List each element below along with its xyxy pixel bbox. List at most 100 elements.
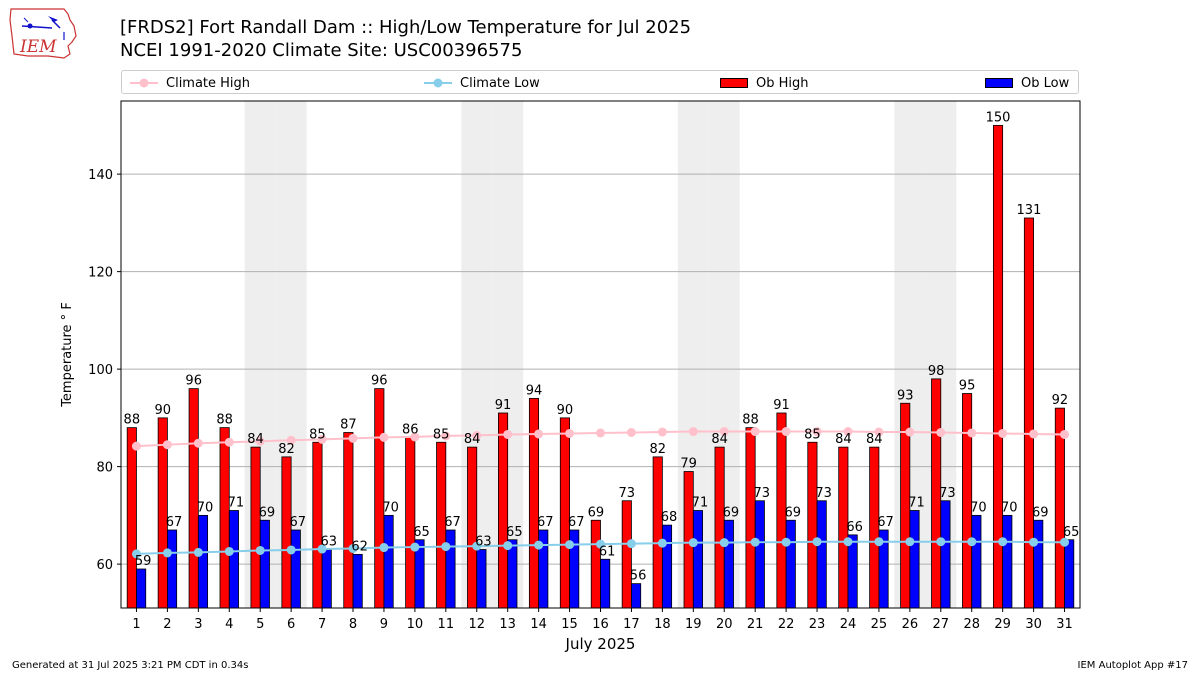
y-tick-label-100: 100: [88, 363, 113, 378]
label-ob-high-18: 82: [649, 442, 666, 457]
y-tick-label-120: 120: [88, 266, 113, 281]
climate-lines: [131, 427, 1070, 559]
label-ob-high-11: 85: [433, 427, 450, 442]
label-ob-high-8: 87: [340, 418, 357, 433]
x-tick-label-9: 9: [380, 617, 388, 632]
x-tick-label-14: 14: [530, 617, 547, 632]
bar-ob-low-13: [507, 539, 518, 609]
climate-low-point-25: [874, 537, 884, 547]
x-tick-label-23: 23: [809, 617, 826, 632]
bar-ob-low-26: [909, 510, 920, 609]
data-labels: 88 59 90 67 96 70 88 71 84 69 82 67 85 63 87 62 96 70 86 65…: [124, 110, 1080, 583]
label-ob-high-28: 95: [959, 379, 976, 394]
legend-item-ob-low: Ob Low: [985, 74, 1069, 92]
label-ob-low-26: 71: [908, 496, 925, 511]
x-tick-label-2: 2: [163, 617, 171, 632]
bar-ob-high-4: [219, 427, 230, 609]
y-tick-label-140: 140: [88, 168, 113, 183]
x-axis-label: July 2025: [565, 635, 636, 653]
legend-label-ob-high: Ob High: [756, 75, 809, 91]
label-ob-high-24: 84: [835, 432, 852, 447]
climate-low-point-28: [967, 537, 977, 547]
logo-text: IEM: [19, 37, 57, 57]
iem-logo: IEM: [8, 6, 80, 60]
climate-high-point-28: [967, 428, 977, 438]
label-ob-low-14: 67: [537, 515, 554, 530]
label-ob-low-28: 70: [970, 500, 987, 515]
label-ob-low-29: 70: [1001, 500, 1018, 515]
climate-high-point-3: [193, 438, 203, 448]
label-ob-high-4: 88: [216, 413, 233, 428]
label-ob-high-30: 131: [1017, 203, 1042, 218]
bar-ob-low-5: [259, 519, 270, 609]
label-ob-high-22: 91: [773, 398, 790, 413]
label-ob-low-11: 67: [444, 515, 461, 530]
bar-ob-low-6: [290, 529, 301, 609]
climate-low-point-10: [410, 542, 420, 552]
legend-item-climate-high: Climate High: [130, 74, 250, 92]
climate-high-point-16: [596, 428, 605, 438]
x-tick-label-1: 1: [132, 617, 140, 632]
generated-timestamp: Generated at 31 Jul 2025 3:21 PM CDT in …: [12, 660, 249, 671]
bar-ob-low-16: [600, 558, 611, 609]
bar-ob-low-21: [754, 500, 765, 609]
climate-low-point-3: [193, 547, 203, 557]
x-tick-label-21: 21: [747, 617, 764, 632]
label-ob-high-20: 84: [711, 432, 728, 447]
climate-high-point-9: [379, 432, 389, 442]
weekend-shading: [244, 101, 957, 608]
x-tick-label-31: 31: [1056, 617, 1073, 632]
x-tick-label-28: 28: [963, 617, 980, 632]
climate-high-point-18: [657, 427, 667, 437]
climate-low-point-11: [441, 542, 451, 552]
label-ob-low-8: 62: [351, 539, 368, 554]
label-ob-high-29: 150: [986, 110, 1011, 125]
climate-high-point-20: [719, 427, 729, 437]
label-ob-low-22: 69: [784, 505, 801, 520]
bar-ob-low-20: [723, 519, 734, 609]
bar-ob-high-23: [807, 441, 818, 609]
legend-item-ob-high: Ob High: [720, 74, 809, 92]
ob-high-bar-swatch: [720, 78, 748, 88]
climate-high-point-19: [688, 427, 698, 437]
x-tick-label-12: 12: [468, 617, 485, 632]
bar-ob-high-1: [126, 427, 137, 609]
label-ob-low-2: 67: [166, 515, 183, 530]
climate-high-point-8: [348, 433, 358, 443]
label-ob-high-14: 94: [526, 383, 543, 398]
climate-low-point-21: [750, 537, 760, 547]
bar-ob-high-3: [188, 388, 199, 609]
bar-ob-high-6: [281, 456, 292, 609]
legend-label-climate-low: Climate Low: [460, 75, 540, 91]
bar-ob-low-9: [383, 514, 394, 609]
label-ob-high-1: 88: [124, 413, 141, 428]
climate-high-point-10: [410, 432, 420, 442]
label-ob-low-12: 63: [475, 535, 492, 550]
bar-ob-high-21: [745, 427, 756, 609]
x-tick-label-18: 18: [654, 617, 671, 632]
climate-low-point-26: [905, 537, 915, 547]
label-ob-low-4: 71: [228, 496, 245, 511]
climate-low-point-9: [379, 543, 389, 553]
climate-high-point-1: [131, 441, 141, 451]
label-ob-high-10: 86: [402, 422, 419, 437]
label-ob-low-10: 65: [413, 525, 430, 540]
bar-ob-low-7: [321, 549, 332, 609]
bar-ob-high-9: [374, 388, 385, 609]
label-ob-low-13: 65: [506, 525, 523, 540]
label-ob-low-1: 59: [135, 554, 152, 569]
climate-low-point-7: [317, 544, 327, 554]
y-tick-label-80: 80: [96, 461, 113, 476]
bar-ob-low-12: [476, 549, 487, 609]
axes: 1 2 3 4 5 6 7 8 9 10 11 12 13 14 15 16 17 18 19 20 21 22 23 24 2…: [88, 168, 1073, 632]
label-ob-high-2: 90: [154, 403, 171, 418]
bar-ob-high-29: [992, 124, 1004, 609]
label-ob-low-6: 67: [290, 515, 307, 530]
label-ob-high-31: 92: [1052, 393, 1069, 408]
climate-high-point-14: [534, 429, 544, 439]
x-tick-label-20: 20: [716, 617, 733, 632]
climate-low-point-22: [781, 537, 791, 547]
bar-ob-low-19: [692, 510, 703, 609]
bar-ob-low-3: [197, 514, 209, 609]
climate-high-point-22: [781, 427, 791, 437]
